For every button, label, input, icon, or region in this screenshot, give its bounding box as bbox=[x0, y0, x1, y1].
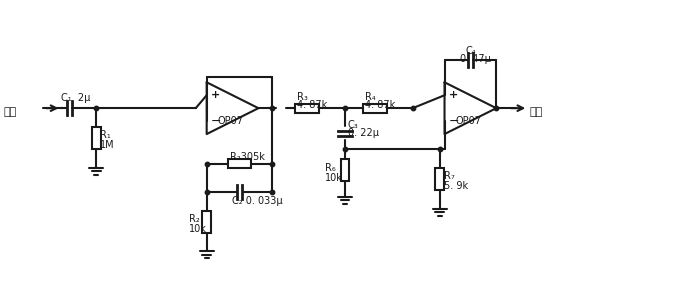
Text: 5. 9k: 5. 9k bbox=[443, 181, 468, 191]
Bar bbox=[202, 211, 211, 233]
Text: 10k: 10k bbox=[189, 224, 207, 234]
Text: +: + bbox=[211, 90, 220, 100]
Text: R₆: R₆ bbox=[325, 163, 336, 173]
Text: 4. 87k: 4. 87k bbox=[297, 100, 328, 110]
Text: 10k: 10k bbox=[325, 173, 343, 183]
Text: 0. 47μ: 0. 47μ bbox=[460, 55, 491, 64]
Text: R₂305k: R₂305k bbox=[230, 152, 264, 162]
Text: 0. 22μ: 0. 22μ bbox=[348, 128, 379, 138]
Text: −: − bbox=[210, 115, 221, 128]
Text: 1M: 1M bbox=[100, 140, 115, 150]
Text: 输出: 输出 bbox=[529, 107, 543, 117]
Text: C₁  2μ: C₁ 2μ bbox=[61, 93, 91, 103]
Text: C₄: C₄ bbox=[466, 46, 476, 57]
Bar bbox=[435, 168, 444, 190]
Text: C₂ 0. 033μ: C₂ 0. 033μ bbox=[232, 196, 282, 206]
Text: R₂: R₂ bbox=[189, 214, 199, 224]
Bar bbox=[228, 160, 251, 168]
Text: C₃: C₃ bbox=[348, 120, 359, 130]
Bar bbox=[295, 104, 319, 113]
Text: 4. 87k: 4. 87k bbox=[365, 100, 395, 110]
Text: +: + bbox=[449, 90, 458, 100]
Text: −: − bbox=[448, 115, 459, 128]
Text: R₁: R₁ bbox=[100, 130, 111, 140]
Text: OP07: OP07 bbox=[217, 116, 244, 126]
Text: R₇: R₇ bbox=[443, 171, 455, 181]
Bar bbox=[341, 159, 350, 181]
Bar bbox=[363, 104, 387, 113]
Text: R₃: R₃ bbox=[297, 92, 308, 102]
Bar bbox=[92, 127, 101, 149]
Text: OP07: OP07 bbox=[455, 116, 482, 126]
Text: R₄: R₄ bbox=[365, 92, 375, 102]
Text: 输入: 输入 bbox=[3, 107, 17, 117]
